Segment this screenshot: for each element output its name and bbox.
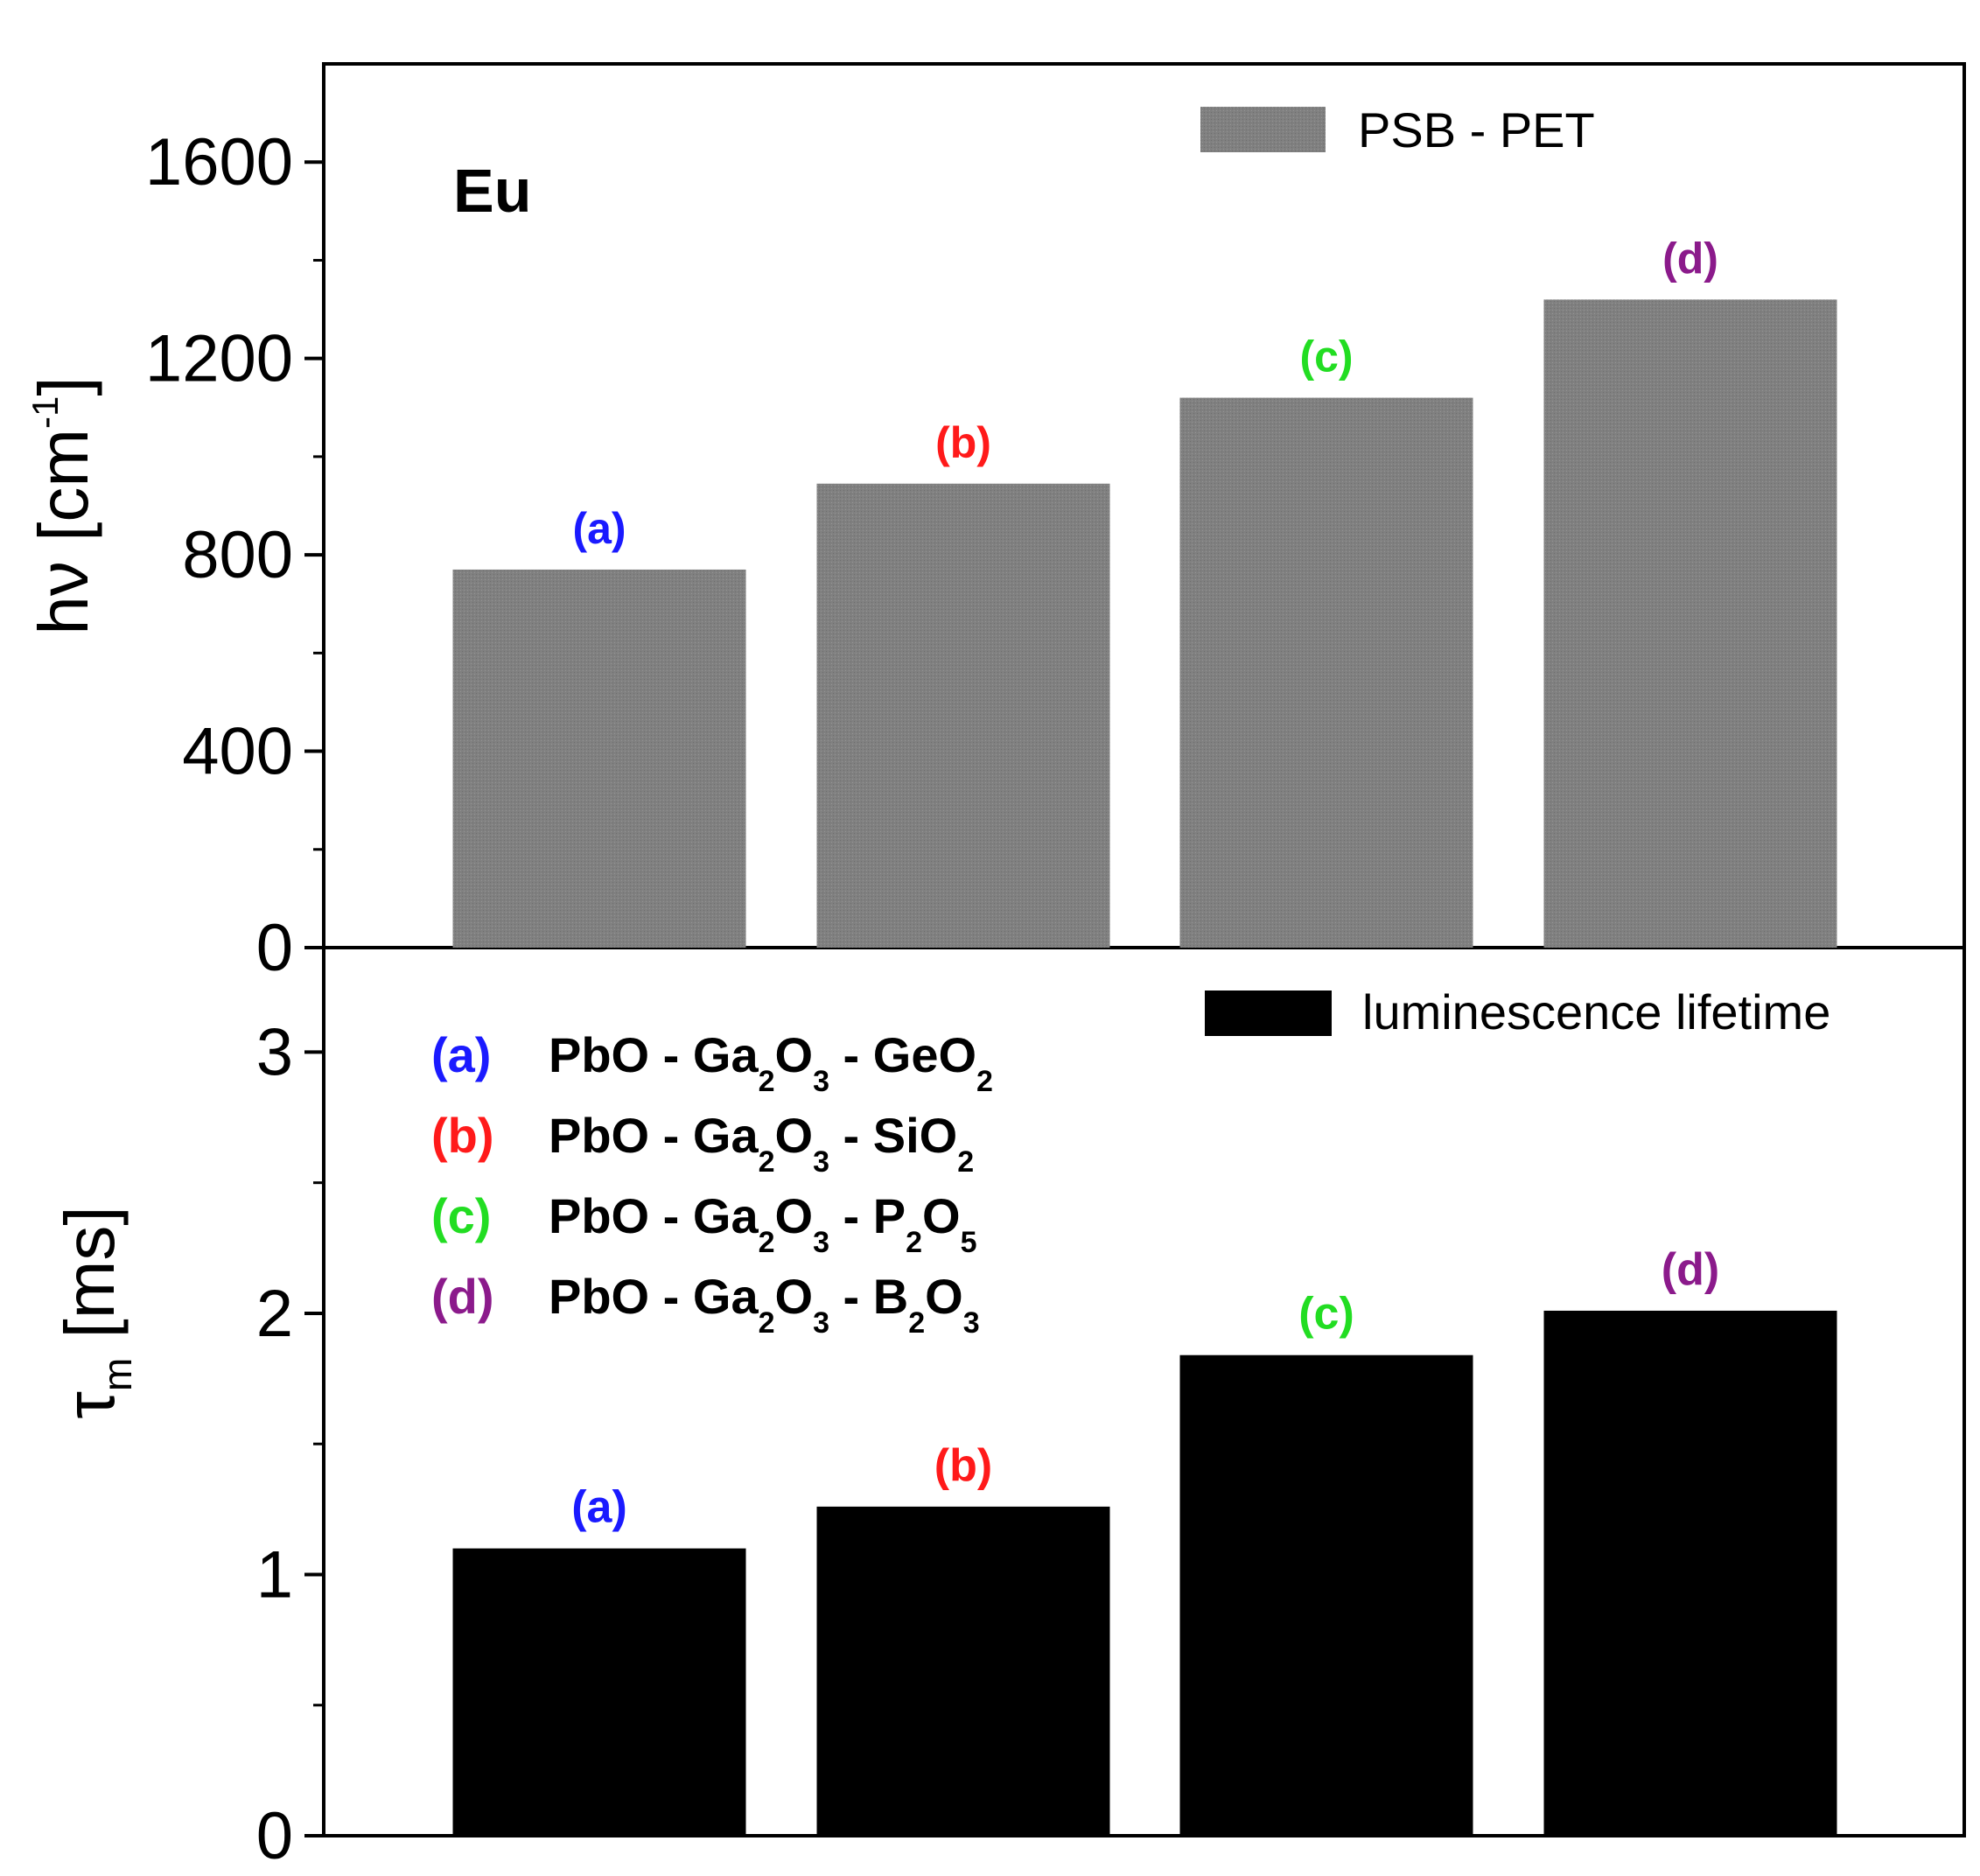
- formula-part: PbO - Ga: [549, 1027, 759, 1082]
- bottom-y-axis-label-sub: m: [94, 1358, 140, 1391]
- formula-part: O: [775, 1108, 814, 1163]
- top-bar-label-b: (b): [935, 418, 991, 467]
- formula-part: PbO - Ga: [549, 1188, 759, 1243]
- bottom-plot-frame: [322, 946, 1966, 1838]
- composition-legend-key-b: (b): [431, 1108, 494, 1163]
- legend-psb-pet-label: PSB - PET: [1358, 102, 1595, 158]
- formula-part: 3: [813, 1065, 829, 1098]
- bottom-y-tick-label: 0: [256, 1799, 293, 1873]
- formula-part: 2: [906, 1226, 922, 1259]
- formula-part: PbO - Ga: [549, 1269, 759, 1324]
- formula-part: O: [775, 1269, 814, 1324]
- formula-part: 2: [957, 1145, 974, 1179]
- formula-part: O: [922, 1188, 961, 1243]
- bottom-y-tick-label: 3: [256, 1015, 293, 1089]
- composition-legend: (a) PbO - Ga2O3 - GeO2(b) PbO - Ga2O3 - Si…: [431, 1027, 993, 1340]
- formula-part: 3: [813, 1145, 829, 1179]
- composition-legend-key-c: (c): [431, 1188, 491, 1243]
- formula-part: 2: [908, 1306, 925, 1340]
- top-y-tick-label: 400: [182, 715, 293, 789]
- bottom-bar-label-d: (d): [1662, 1244, 1719, 1295]
- bottom-bar-label-b: (b): [934, 1440, 992, 1491]
- composition-legend-formula-b: PbO - Ga2O3 - SiO2: [549, 1108, 974, 1179]
- legend-luminescence-swatch: [1205, 990, 1332, 1036]
- top-y-tick-label: 800: [182, 518, 293, 592]
- bottom-y-axis-label-main: τ: [51, 1391, 129, 1419]
- top-y-ticks: [304, 160, 324, 949]
- panel-title: Eu: [453, 157, 531, 225]
- top-y-axis-label-sup: -1: [24, 396, 66, 429]
- composition-legend-formula-c: PbO - Ga2O3 - P2O5: [549, 1188, 977, 1259]
- top-bars: [452, 299, 1837, 948]
- formula-part: 5: [961, 1226, 977, 1259]
- bottom-bars: [452, 1310, 1837, 1836]
- formula-part: PbO - Ga: [549, 1108, 759, 1163]
- formula-part: - SiO: [829, 1108, 957, 1163]
- top-bar-d: [1543, 299, 1837, 948]
- formula-part: 3: [813, 1306, 829, 1340]
- legend-psb-pet: PSB - PET: [1200, 102, 1595, 158]
- bottom-y-tick-label: 1: [256, 1537, 293, 1612]
- bottom-y-axis-label: τm [ms]: [51, 1206, 140, 1418]
- formula-part: 2: [759, 1306, 775, 1340]
- bottom-y-axis-label-rest: [ms]: [51, 1206, 129, 1357]
- formula-part: - B: [829, 1269, 908, 1324]
- composition-legend-formula-a: PbO - Ga2O3 - GeO2: [549, 1027, 993, 1098]
- legend-luminescence-label: luminescence lifetime: [1362, 984, 1830, 1040]
- formula-part: O: [775, 1188, 814, 1243]
- top-bar-label-c: (c): [1299, 332, 1353, 382]
- formula-part: 2: [759, 1226, 775, 1259]
- bottom-y-tick-labels: 0 1 2 3: [256, 1015, 293, 1873]
- top-bar-c: [1179, 397, 1473, 948]
- legend-luminescence: luminescence lifetime: [1205, 984, 1830, 1040]
- top-bar-labels: (a) (b) (c) (d): [572, 234, 1718, 553]
- formula-part: O: [925, 1269, 963, 1324]
- formula-part: O: [775, 1027, 814, 1082]
- top-bar-label-a: (a): [572, 504, 626, 553]
- top-bar-label-d: (d): [1662, 234, 1718, 283]
- formula-part: 2: [759, 1145, 775, 1179]
- bottom-bar-label-a: (a): [571, 1482, 627, 1533]
- legend-psb-pet-swatch: [1200, 107, 1326, 152]
- bottom-bar-d: [1543, 1310, 1837, 1836]
- top-y-tick-labels: 0 400 800 1200 1600: [145, 125, 293, 985]
- formula-part: 2: [976, 1065, 993, 1098]
- top-bar-a: [452, 569, 746, 948]
- formula-part: - GeO: [829, 1027, 976, 1082]
- top-bar-b: [816, 483, 1110, 948]
- composition-legend-key-a: (a): [431, 1027, 491, 1082]
- bottom-y-ticks: [304, 1050, 324, 1838]
- bottom-bar-c: [1179, 1354, 1473, 1836]
- top-y-axis-label: hν [cm-1]: [24, 376, 102, 634]
- formula-part: 2: [759, 1065, 775, 1098]
- formula-part: 3: [963, 1306, 980, 1340]
- composition-legend-formula-d: PbO - Ga2O3 - B2O3: [549, 1269, 980, 1340]
- bottom-bar-a: [452, 1548, 746, 1836]
- bottom-bar-labels: (a) (b) (c) (d): [571, 1244, 1719, 1533]
- bottom-bar-b: [816, 1506, 1110, 1836]
- top-y-tick-label: 1200: [145, 322, 293, 396]
- composition-legend-key-d: (d): [431, 1269, 494, 1324]
- top-y-axis-label-main: hν [cm: [24, 429, 102, 635]
- formula-part: 3: [813, 1226, 829, 1259]
- bottom-y-tick-label: 2: [256, 1277, 293, 1351]
- bottom-bar-label-c: (c): [1298, 1289, 1354, 1340]
- top-y-tick-label: 0: [256, 911, 293, 985]
- top-y-tick-label: 1600: [145, 125, 293, 200]
- formula-part: - P: [829, 1188, 906, 1243]
- top-y-axis-label-close: ]: [24, 376, 102, 396]
